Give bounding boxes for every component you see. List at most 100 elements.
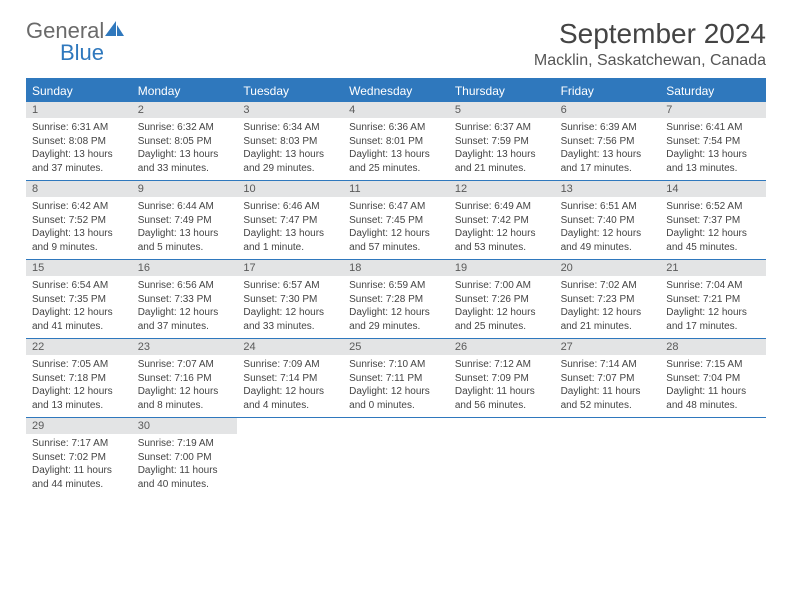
day-cell: 1Sunrise: 6:31 AMSunset: 8:08 PMDaylight…	[26, 102, 132, 180]
day-number: 4	[343, 102, 449, 118]
day-header: Saturday	[660, 80, 766, 102]
sunrise-text: Sunrise: 6:57 AM	[243, 279, 337, 293]
day-cell: 26Sunrise: 7:12 AMSunset: 7:09 PMDayligh…	[449, 339, 555, 417]
sunset-text: Sunset: 7:00 PM	[138, 451, 232, 465]
sunrise-text: Sunrise: 6:32 AM	[138, 121, 232, 135]
sunset-text: Sunset: 7:59 PM	[455, 135, 549, 149]
daylight-text: Daylight: 11 hours and 48 minutes.	[666, 385, 760, 412]
day-cell: 19Sunrise: 7:00 AMSunset: 7:26 PMDayligh…	[449, 260, 555, 338]
day-cell: 23Sunrise: 7:07 AMSunset: 7:16 PMDayligh…	[132, 339, 238, 417]
sunset-text: Sunset: 7:45 PM	[349, 214, 443, 228]
logo: General Blue	[26, 18, 126, 64]
sunrise-text: Sunrise: 6:42 AM	[32, 200, 126, 214]
daylight-text: Daylight: 13 hours and 21 minutes.	[455, 148, 549, 175]
sunset-text: Sunset: 7:11 PM	[349, 372, 443, 386]
day-content: Sunrise: 6:41 AMSunset: 7:54 PMDaylight:…	[660, 118, 766, 180]
daylight-text: Daylight: 13 hours and 25 minutes.	[349, 148, 443, 175]
day-number: 9	[132, 181, 238, 197]
sunset-text: Sunset: 7:23 PM	[561, 293, 655, 307]
sunrise-text: Sunrise: 6:37 AM	[455, 121, 549, 135]
day-cell: 14Sunrise: 6:52 AMSunset: 7:37 PMDayligh…	[660, 181, 766, 259]
sunset-text: Sunset: 7:56 PM	[561, 135, 655, 149]
week-row: 1Sunrise: 6:31 AMSunset: 8:08 PMDaylight…	[26, 102, 766, 181]
day-number: 15	[26, 260, 132, 276]
sunset-text: Sunset: 8:01 PM	[349, 135, 443, 149]
daylight-text: Daylight: 13 hours and 5 minutes.	[138, 227, 232, 254]
day-number: 16	[132, 260, 238, 276]
daylight-text: Daylight: 12 hours and 0 minutes.	[349, 385, 443, 412]
day-number: 19	[449, 260, 555, 276]
day-cell: 5Sunrise: 6:37 AMSunset: 7:59 PMDaylight…	[449, 102, 555, 180]
day-number: 10	[237, 181, 343, 197]
sunset-text: Sunset: 7:47 PM	[243, 214, 337, 228]
day-number: 7	[660, 102, 766, 118]
daylight-text: Daylight: 12 hours and 8 minutes.	[138, 385, 232, 412]
day-cell: 7Sunrise: 6:41 AMSunset: 7:54 PMDaylight…	[660, 102, 766, 180]
day-header: Thursday	[449, 80, 555, 102]
day-cell: 12Sunrise: 6:49 AMSunset: 7:42 PMDayligh…	[449, 181, 555, 259]
sunset-text: Sunset: 7:37 PM	[666, 214, 760, 228]
day-content: Sunrise: 6:34 AMSunset: 8:03 PMDaylight:…	[237, 118, 343, 180]
day-cell: 18Sunrise: 6:59 AMSunset: 7:28 PMDayligh…	[343, 260, 449, 338]
day-cell	[449, 418, 555, 496]
daylight-text: Daylight: 12 hours and 33 minutes.	[243, 306, 337, 333]
day-number: 24	[237, 339, 343, 355]
sunrise-text: Sunrise: 7:07 AM	[138, 358, 232, 372]
sunrise-text: Sunrise: 6:34 AM	[243, 121, 337, 135]
sunset-text: Sunset: 8:08 PM	[32, 135, 126, 149]
sunrise-text: Sunrise: 6:49 AM	[455, 200, 549, 214]
daylight-text: Daylight: 12 hours and 53 minutes.	[455, 227, 549, 254]
day-content: Sunrise: 6:42 AMSunset: 7:52 PMDaylight:…	[26, 197, 132, 259]
day-content: Sunrise: 6:46 AMSunset: 7:47 PMDaylight:…	[237, 197, 343, 259]
day-number: 25	[343, 339, 449, 355]
sunset-text: Sunset: 7:21 PM	[666, 293, 760, 307]
day-number: 20	[555, 260, 661, 276]
month-title: September 2024	[534, 18, 766, 50]
day-header: Friday	[555, 80, 661, 102]
day-cell: 16Sunrise: 6:56 AMSunset: 7:33 PMDayligh…	[132, 260, 238, 338]
day-content: Sunrise: 7:12 AMSunset: 7:09 PMDaylight:…	[449, 355, 555, 417]
sunrise-text: Sunrise: 6:46 AM	[243, 200, 337, 214]
sunset-text: Sunset: 7:26 PM	[455, 293, 549, 307]
day-content: Sunrise: 6:37 AMSunset: 7:59 PMDaylight:…	[449, 118, 555, 180]
day-cell	[555, 418, 661, 496]
daylight-text: Daylight: 11 hours and 40 minutes.	[138, 464, 232, 491]
sunrise-text: Sunrise: 6:52 AM	[666, 200, 760, 214]
daylight-text: Daylight: 11 hours and 44 minutes.	[32, 464, 126, 491]
day-number: 2	[132, 102, 238, 118]
sunset-text: Sunset: 7:07 PM	[561, 372, 655, 386]
sunrise-text: Sunrise: 6:44 AM	[138, 200, 232, 214]
daylight-text: Daylight: 12 hours and 29 minutes.	[349, 306, 443, 333]
sunrise-text: Sunrise: 6:36 AM	[349, 121, 443, 135]
day-content: Sunrise: 6:39 AMSunset: 7:56 PMDaylight:…	[555, 118, 661, 180]
day-header: Tuesday	[237, 80, 343, 102]
sunrise-text: Sunrise: 7:12 AM	[455, 358, 549, 372]
daylight-text: Daylight: 13 hours and 17 minutes.	[561, 148, 655, 175]
daylight-text: Daylight: 13 hours and 9 minutes.	[32, 227, 126, 254]
day-header: Sunday	[26, 80, 132, 102]
page-header: General Blue September 2024 Macklin, Sas…	[26, 18, 766, 70]
sunset-text: Sunset: 7:54 PM	[666, 135, 760, 149]
daylight-text: Daylight: 12 hours and 41 minutes.	[32, 306, 126, 333]
day-cell: 28Sunrise: 7:15 AMSunset: 7:04 PMDayligh…	[660, 339, 766, 417]
day-cell: 24Sunrise: 7:09 AMSunset: 7:14 PMDayligh…	[237, 339, 343, 417]
sunrise-text: Sunrise: 7:00 AM	[455, 279, 549, 293]
daylight-text: Daylight: 12 hours and 4 minutes.	[243, 385, 337, 412]
day-cell: 29Sunrise: 7:17 AMSunset: 7:02 PMDayligh…	[26, 418, 132, 496]
daylight-text: Daylight: 13 hours and 13 minutes.	[666, 148, 760, 175]
sunset-text: Sunset: 7:04 PM	[666, 372, 760, 386]
sunrise-text: Sunrise: 6:59 AM	[349, 279, 443, 293]
sunset-text: Sunset: 7:18 PM	[32, 372, 126, 386]
day-content: Sunrise: 6:49 AMSunset: 7:42 PMDaylight:…	[449, 197, 555, 259]
day-number: 23	[132, 339, 238, 355]
daylight-text: Daylight: 12 hours and 13 minutes.	[32, 385, 126, 412]
day-content: Sunrise: 7:10 AMSunset: 7:11 PMDaylight:…	[343, 355, 449, 417]
day-number: 14	[660, 181, 766, 197]
sunset-text: Sunset: 7:30 PM	[243, 293, 337, 307]
sunset-text: Sunset: 8:05 PM	[138, 135, 232, 149]
day-number: 29	[26, 418, 132, 434]
day-cell: 8Sunrise: 6:42 AMSunset: 7:52 PMDaylight…	[26, 181, 132, 259]
sunset-text: Sunset: 7:42 PM	[455, 214, 549, 228]
title-block: September 2024 Macklin, Saskatchewan, Ca…	[534, 18, 766, 70]
logo-sail-icon	[104, 20, 126, 38]
